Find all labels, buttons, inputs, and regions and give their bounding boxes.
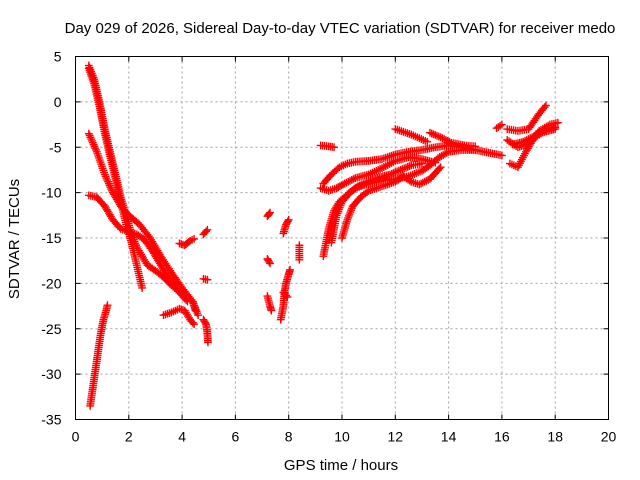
x-tick-label: 8 bbox=[285, 429, 293, 445]
series-arc-ac bbox=[508, 125, 560, 149]
data-point bbox=[471, 142, 480, 151]
y-tick-label: -25 bbox=[41, 321, 61, 337]
series-arc-v bbox=[338, 163, 445, 242]
series-arc-x bbox=[391, 125, 432, 146]
series-arc-q bbox=[295, 241, 304, 264]
data-point bbox=[194, 311, 202, 320]
data-point bbox=[283, 293, 292, 301]
data-point bbox=[266, 208, 274, 217]
data-point bbox=[266, 259, 274, 268]
chart-title: Day 029 of 2026, Sidereal Day-to-day VTE… bbox=[65, 20, 616, 37]
series-arc-z bbox=[503, 101, 550, 135]
series-arc-g bbox=[175, 235, 198, 250]
data-point bbox=[284, 215, 293, 224]
y-axis-label: SDTVAR / TECUs bbox=[6, 179, 23, 299]
data-point bbox=[267, 306, 276, 315]
series-arc-h bbox=[199, 225, 212, 239]
series-arc-u bbox=[327, 159, 426, 247]
x-tick-label: 6 bbox=[232, 429, 240, 445]
series-arc-y bbox=[426, 128, 480, 151]
data-marks bbox=[84, 61, 562, 410]
series-arc-e bbox=[86, 301, 112, 410]
plot-frame bbox=[75, 56, 609, 420]
x-axis-label: GPS time / hours bbox=[284, 457, 398, 474]
data-point bbox=[498, 151, 506, 160]
x-tick-label: 10 bbox=[334, 429, 350, 445]
data-point bbox=[431, 158, 440, 167]
y-tick-label: -35 bbox=[41, 412, 61, 428]
data-point bbox=[203, 275, 212, 284]
x-tick-label: 12 bbox=[388, 429, 404, 445]
series-arc-ad bbox=[492, 120, 506, 133]
x-tick-label: 4 bbox=[178, 429, 186, 445]
data-point bbox=[295, 255, 304, 264]
x-tick-label: 16 bbox=[494, 429, 510, 445]
y-tick-label: -30 bbox=[41, 366, 61, 382]
data-point bbox=[436, 163, 445, 172]
series-arc-i bbox=[199, 274, 212, 284]
data-point bbox=[553, 118, 562, 127]
series-arc-o bbox=[279, 215, 293, 238]
data-point bbox=[204, 338, 212, 347]
data-point bbox=[190, 235, 198, 243]
data-point bbox=[330, 143, 338, 152]
data-point bbox=[286, 265, 294, 274]
data-point bbox=[498, 120, 506, 129]
data-point bbox=[203, 225, 212, 234]
series-arc-b bbox=[84, 64, 147, 292]
y-tick-label: -5 bbox=[49, 139, 62, 155]
series-arc-k bbox=[263, 208, 274, 221]
x-tick-label: 0 bbox=[72, 429, 80, 445]
series-arc-r bbox=[316, 141, 338, 152]
y-tick-label: -15 bbox=[41, 230, 61, 246]
series-arc-w bbox=[316, 153, 440, 195]
x-tick-label: 2 bbox=[125, 429, 133, 445]
x-tick-label: 20 bbox=[601, 429, 617, 445]
data-point bbox=[551, 125, 560, 133]
x-tick-labels: 0 2 4 6 8 10 12 14 16 18 20 bbox=[72, 429, 617, 445]
series-arc-d bbox=[84, 191, 202, 320]
data-point bbox=[103, 301, 112, 310]
data-point bbox=[138, 284, 147, 292]
series-arc-p bbox=[279, 288, 292, 301]
series-arc-m bbox=[263, 292, 276, 315]
data-point bbox=[423, 137, 432, 146]
x-tick-label: 18 bbox=[547, 429, 563, 445]
series-arc-f bbox=[159, 304, 198, 329]
x-tick-label: 14 bbox=[441, 429, 457, 445]
data-point bbox=[541, 101, 550, 110]
series-arc-l bbox=[263, 254, 274, 268]
y-tick-label: 0 bbox=[54, 94, 62, 110]
series-arc-j bbox=[199, 315, 212, 347]
data-point bbox=[190, 320, 198, 329]
y-tick-label: 5 bbox=[54, 49, 62, 65]
y-tick-label: -10 bbox=[41, 185, 61, 201]
y-tick-label: -20 bbox=[41, 275, 61, 291]
data-point bbox=[265, 209, 274, 218]
y-tick-labels: 5 0 -5 -10 -15 -20 -25 -30 -35 bbox=[41, 49, 61, 428]
